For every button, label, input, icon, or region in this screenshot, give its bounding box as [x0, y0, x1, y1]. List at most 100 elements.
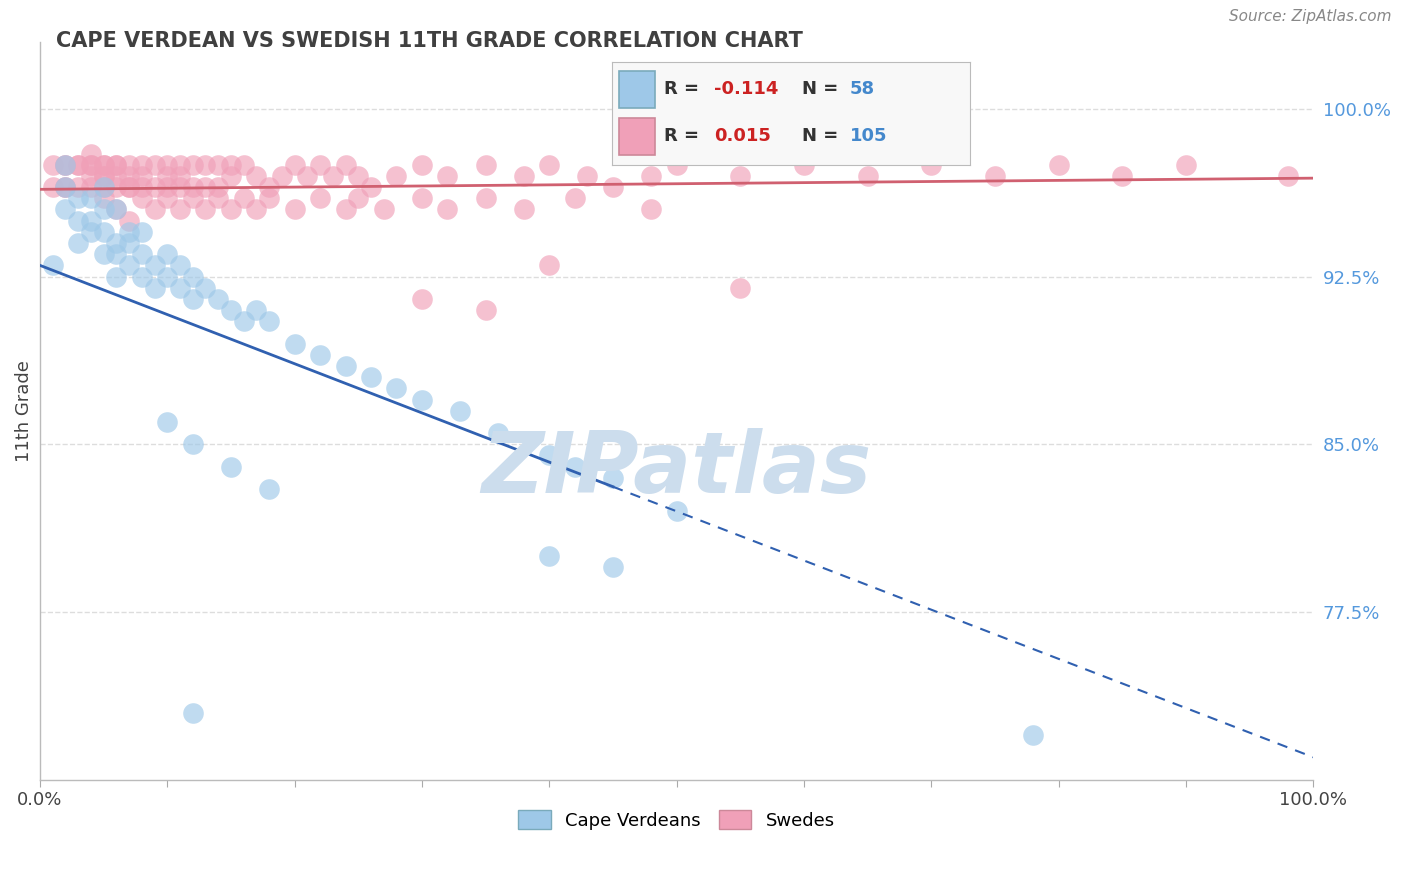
Point — [143, 281, 166, 295]
Point — [105, 269, 128, 284]
Point — [80, 158, 103, 172]
Point — [67, 213, 90, 227]
Text: 0.015: 0.015 — [714, 128, 770, 145]
Point — [513, 169, 536, 183]
Point — [105, 169, 128, 183]
Point — [181, 437, 204, 451]
Point — [118, 213, 141, 227]
Point — [194, 281, 217, 295]
Point — [640, 169, 662, 183]
Point — [55, 180, 77, 194]
Point — [335, 359, 357, 373]
Point — [576, 169, 599, 183]
Point — [41, 258, 63, 272]
Point — [564, 459, 586, 474]
Text: CAPE VERDEAN VS SWEDISH 11TH GRADE CORRELATION CHART: CAPE VERDEAN VS SWEDISH 11TH GRADE CORRE… — [56, 31, 803, 51]
Point — [194, 158, 217, 172]
Point — [93, 158, 115, 172]
Point — [80, 213, 103, 227]
Point — [156, 269, 179, 284]
Point — [194, 180, 217, 194]
Point — [219, 158, 242, 172]
Point — [297, 169, 319, 183]
Point — [219, 169, 242, 183]
Point — [169, 158, 191, 172]
Point — [474, 158, 496, 172]
Bar — [619, 70, 655, 108]
Point — [411, 191, 433, 205]
Point — [309, 158, 332, 172]
Point — [322, 169, 344, 183]
Point — [181, 292, 204, 306]
Point — [93, 158, 115, 172]
Point — [143, 202, 166, 217]
Point — [55, 180, 77, 194]
Point — [640, 202, 662, 217]
Point — [538, 258, 561, 272]
Point — [118, 235, 141, 250]
Point — [730, 281, 752, 295]
Point — [131, 191, 153, 205]
Point — [93, 225, 115, 239]
Point — [245, 202, 267, 217]
Point — [411, 292, 433, 306]
Point — [602, 560, 624, 574]
Point — [335, 202, 357, 217]
Point — [105, 158, 128, 172]
Point — [270, 169, 292, 183]
Point — [80, 146, 103, 161]
Point — [920, 158, 942, 172]
Text: N =: N = — [801, 80, 844, 98]
Point — [169, 281, 191, 295]
Point — [67, 158, 90, 172]
Point — [55, 158, 77, 172]
Point — [93, 180, 115, 194]
Point — [665, 158, 688, 172]
Point — [105, 235, 128, 250]
Point — [309, 348, 332, 362]
Point — [207, 191, 229, 205]
Point — [156, 191, 179, 205]
Point — [347, 191, 370, 205]
Point — [93, 169, 115, 183]
Point — [169, 258, 191, 272]
Point — [257, 314, 280, 328]
Point — [1022, 728, 1045, 742]
Point — [118, 158, 141, 172]
Point — [411, 392, 433, 407]
Point — [232, 158, 254, 172]
Point — [55, 202, 77, 217]
Point — [41, 180, 63, 194]
Point — [984, 169, 1007, 183]
Point — [219, 459, 242, 474]
Point — [181, 706, 204, 720]
Point — [207, 292, 229, 306]
Text: -0.114: -0.114 — [714, 80, 778, 98]
Point — [169, 180, 191, 194]
Point — [41, 158, 63, 172]
Point — [284, 336, 307, 351]
Point — [181, 191, 204, 205]
Point — [373, 202, 395, 217]
Point — [207, 158, 229, 172]
Point — [118, 225, 141, 239]
Point — [1047, 158, 1070, 172]
Point — [105, 202, 128, 217]
Text: 105: 105 — [851, 128, 887, 145]
Point — [118, 169, 141, 183]
Point — [93, 180, 115, 194]
Point — [131, 225, 153, 239]
Point — [513, 202, 536, 217]
Point — [67, 235, 90, 250]
Legend: Cape Verdeans, Swedes: Cape Verdeans, Swedes — [510, 803, 842, 837]
Point — [449, 403, 471, 417]
Y-axis label: 11th Grade: 11th Grade — [15, 359, 32, 462]
Text: Source: ZipAtlas.com: Source: ZipAtlas.com — [1229, 9, 1392, 24]
Point — [80, 180, 103, 194]
Point — [232, 314, 254, 328]
Point — [665, 504, 688, 518]
Point — [486, 425, 509, 440]
Point — [169, 169, 191, 183]
Point — [55, 180, 77, 194]
Point — [105, 158, 128, 172]
